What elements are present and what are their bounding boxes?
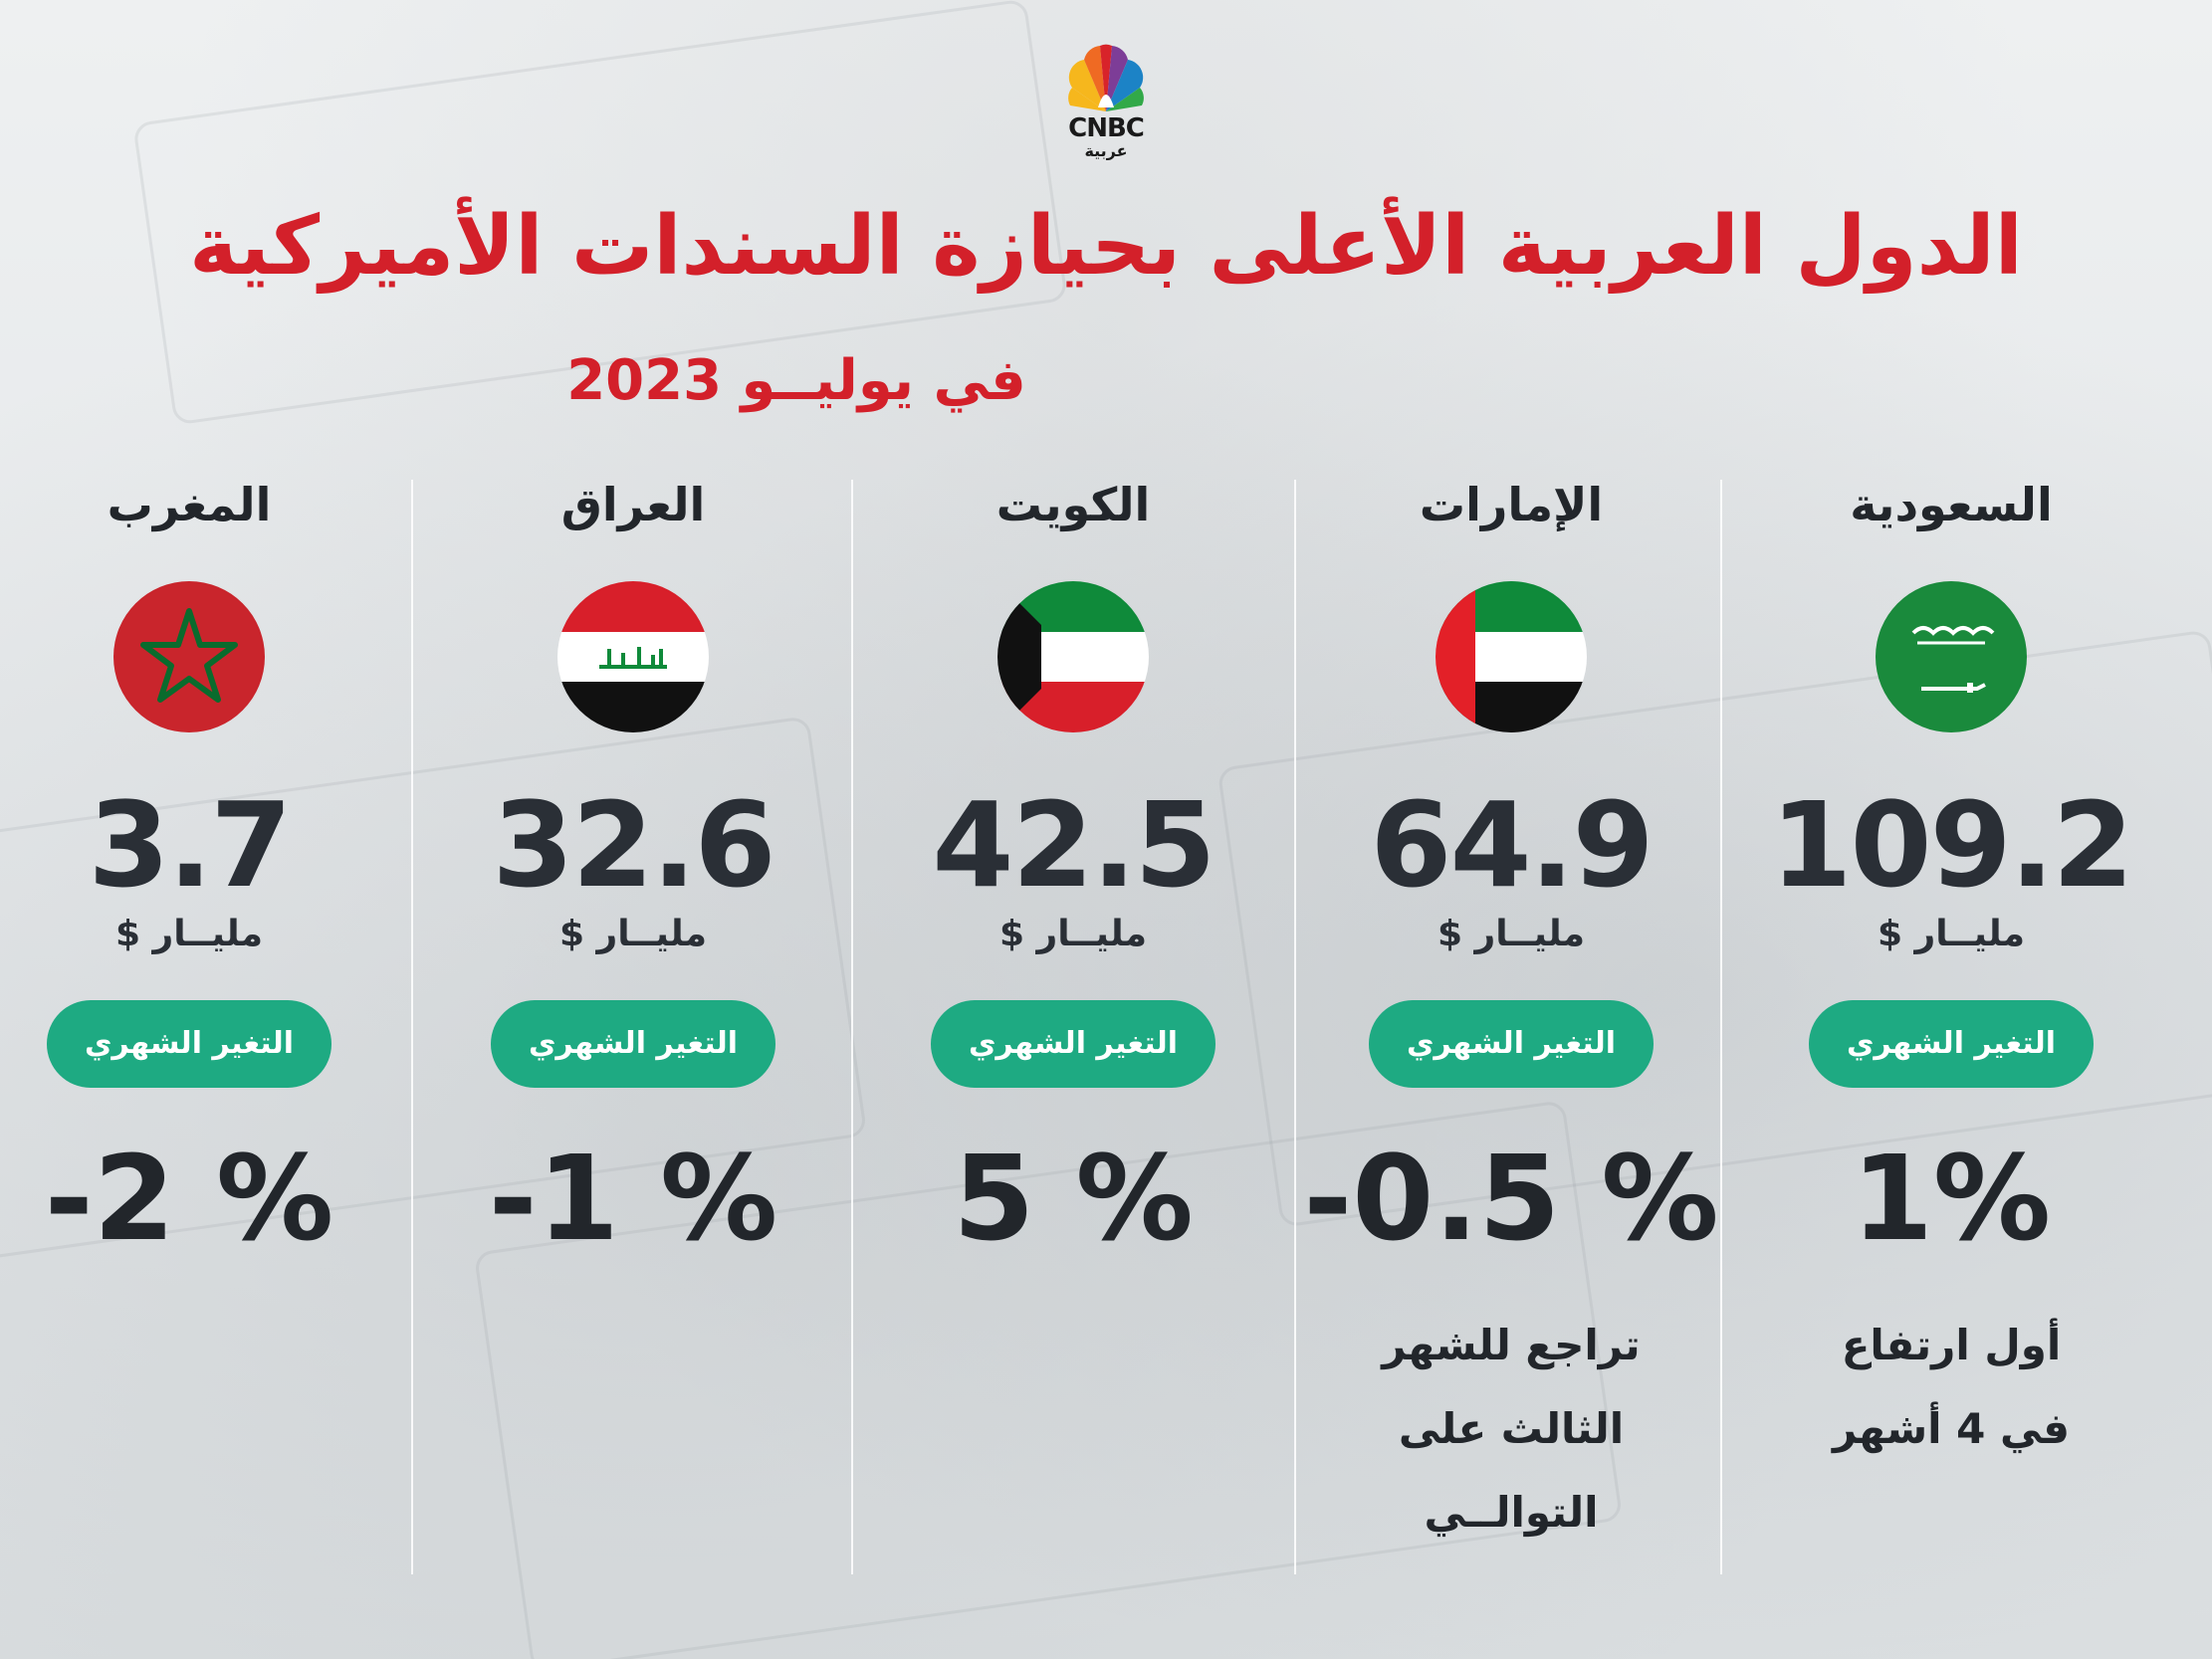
peacock-icon <box>1068 44 1144 111</box>
logo-sub-text: عربية <box>1084 141 1128 160</box>
holding-value: 109.2 <box>1770 776 2133 914</box>
column-divider <box>1294 480 1296 1574</box>
country-column-morocco: المغرب 3.7 مليــار $ التغير الشهري -2 % <box>0 478 408 1592</box>
country-name: الكويت <box>995 478 1151 531</box>
holding-value: 3.7 <box>88 776 292 914</box>
column-divider <box>411 480 413 1574</box>
country-column-iraq: العراق 32.6 مليــار $ التغير الشهري -1 % <box>414 478 852 1592</box>
column-divider <box>851 480 853 1574</box>
country-note: أول ارتفاع في 4 أشهر <box>1732 1304 2170 1471</box>
country-name: الإمارات <box>1419 478 1604 531</box>
flag-uae-icon <box>1436 581 1587 732</box>
country-name: العراق <box>560 478 706 531</box>
holding-value: 32.6 <box>492 776 775 914</box>
cnbc-arabia-logo: CNBC عربية <box>1045 42 1167 160</box>
monthly-change-badge: التغير الشهري <box>931 1000 1216 1088</box>
country-column-kuwait: الكويت 42.5 مليــار $ التغير الشهري 5 % <box>854 478 1292 1592</box>
note-line: تراجع للشهر <box>1382 1321 1641 1369</box>
page-title: الدول العربية الأعلى بحيازة السندات الأم… <box>189 199 2023 294</box>
note-line: التوالــي <box>1424 1488 1599 1537</box>
monthly-change-badge: التغير الشهري <box>491 1000 775 1088</box>
monthly-change-value: -0.5 % <box>1303 1130 1719 1267</box>
holding-unit: مليــار $ <box>114 914 264 954</box>
country-name: السعودية <box>1850 478 2053 531</box>
flag-morocco-icon <box>113 581 265 732</box>
holding-unit: مليــار $ <box>1437 914 1586 954</box>
country-column-uae: الإمارات 64.9 مليــار $ التغير الشهري -0… <box>1292 478 1730 1592</box>
country-name: المغرب <box>107 478 272 531</box>
monthly-change-value: 1% <box>1851 1130 2052 1267</box>
holding-unit: مليــار $ <box>998 914 1148 954</box>
note-line: في 4 أشهر <box>1832 1404 2071 1453</box>
monthly-change-badge: التغير الشهري <box>1809 1000 2094 1088</box>
monthly-change-badge: التغير الشهري <box>47 1000 332 1088</box>
holding-value: 64.9 <box>1370 776 1654 914</box>
flag-kuwait-icon <box>997 581 1149 732</box>
page-subtitle: في يوليــو 2023 <box>566 348 1026 413</box>
flag-iraq-icon <box>557 581 709 732</box>
holding-unit: مليــار $ <box>1877 914 2026 954</box>
column-divider <box>1720 480 1722 1574</box>
monthly-change-value: -1 % <box>488 1130 778 1267</box>
note-line: أول ارتفاع <box>1841 1321 2062 1369</box>
country-column-saudi-arabia: السعودية 109.2 مليــار $ التغير الشهري 1… <box>1732 478 2170 1592</box>
country-note: تراجع للشهر الثالث على التوالــي <box>1292 1304 1730 1555</box>
monthly-change-value: 5 % <box>953 1130 1194 1267</box>
monthly-change-value: -2 % <box>44 1130 334 1267</box>
holding-unit: مليــار $ <box>558 914 708 954</box>
monthly-change-badge: التغير الشهري <box>1369 1000 1654 1088</box>
logo-brand-text: CNBC <box>1068 113 1145 143</box>
flag-saudi-arabia-icon <box>1876 581 2027 732</box>
holding-value: 42.5 <box>932 776 1216 914</box>
note-line: الثالث على <box>1398 1404 1625 1453</box>
